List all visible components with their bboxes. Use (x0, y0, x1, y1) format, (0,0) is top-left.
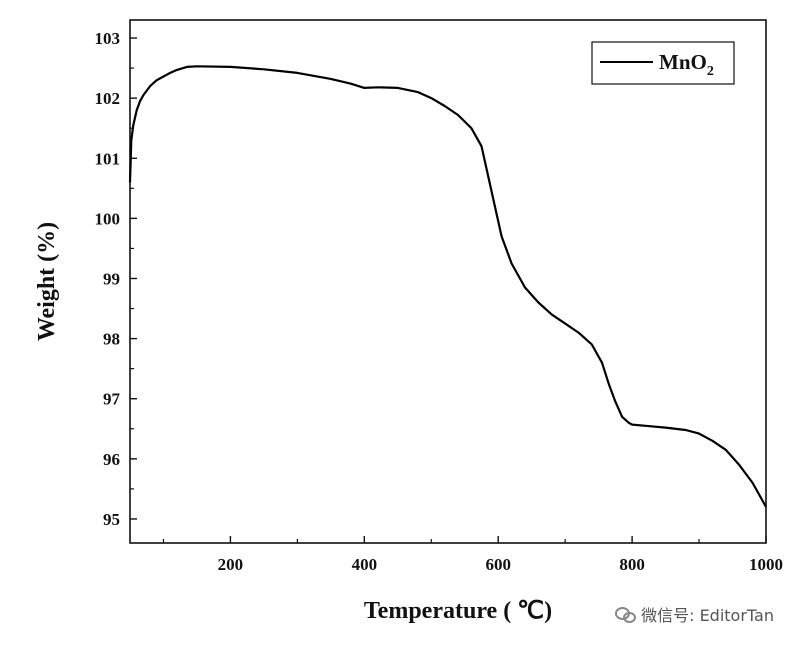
series-group (128, 65, 767, 508)
y-tick-label: 98 (103, 330, 120, 349)
y-axis-title: Weight (%) (34, 222, 60, 341)
y-tick-label: 97 (103, 390, 121, 409)
series-line-mno2 (128, 65, 767, 508)
wechat-icon (615, 606, 637, 623)
x-tick-label: 200 (218, 555, 244, 574)
x-tick-label: 800 (619, 555, 645, 574)
legend-label-main: MnO (659, 50, 707, 74)
watermark: 微信号: EditorTan (615, 602, 774, 626)
legend-label-subscript: 2 (707, 64, 714, 79)
x-tick-label: 400 (352, 555, 378, 574)
ticks: 200 400 600 800 1000 95 96 97 98 99 100 101 102 103 (95, 29, 784, 574)
legend: MnO2 (591, 41, 735, 85)
y-tick-label: 95 (103, 510, 120, 529)
y-tick-label: 101 (95, 149, 121, 168)
y-tick-label: 103 (95, 29, 121, 48)
y-tick-label: 99 (103, 269, 120, 288)
x-tick-label: 600 (485, 555, 511, 574)
y-tick-label: 96 (103, 450, 120, 469)
y-tick-label: 100 (95, 209, 121, 228)
x-axis-title: Temperature ( ℃) (364, 598, 552, 624)
y-tick-label: 102 (95, 89, 121, 108)
plot-frame (129, 19, 767, 544)
x-tick-label: 1000 (749, 555, 783, 574)
legend-label: MnO2 (659, 50, 714, 79)
watermark-text: 微信号: EditorTan (641, 606, 774, 625)
